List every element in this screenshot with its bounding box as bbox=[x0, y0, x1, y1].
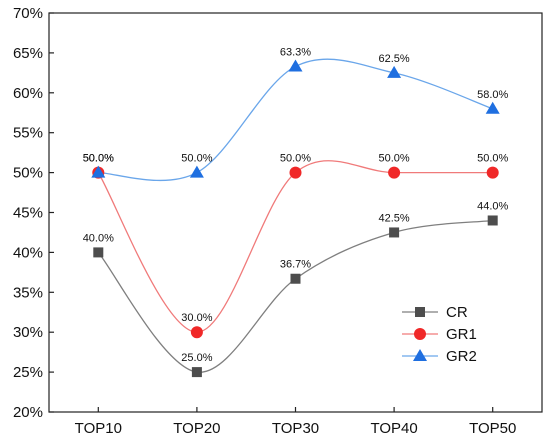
data-labels: 40.0% 25.0% 36.7% 42.5% 44.0% 50.0% 30.0% 50.0%… bbox=[83, 46, 509, 364]
data-label-cr: 44.0% bbox=[477, 200, 508, 212]
data-point-gr1 bbox=[190, 326, 203, 339]
data-label-gr1: 30.0% bbox=[181, 312, 212, 324]
data-point-gr2 bbox=[189, 165, 204, 178]
x-tick-label: TOP40 bbox=[370, 420, 417, 437]
x-tick-label: TOP50 bbox=[469, 420, 516, 437]
data-label-gr1: 50.0% bbox=[83, 153, 114, 165]
data-label-gr2: 58.0% bbox=[477, 89, 508, 101]
y-axis: 20% 25% 30% 35% 40% 45% 50% 55% 60% 65% 70% bbox=[13, 5, 54, 421]
data-label-gr1: 50.0% bbox=[280, 153, 311, 165]
y-tick-label: 20% bbox=[13, 404, 43, 421]
data-point-gr2 bbox=[91, 165, 106, 178]
y-tick-label: 25% bbox=[13, 364, 43, 381]
data-point-cr bbox=[93, 247, 104, 258]
y-tick-label: 70% bbox=[13, 5, 43, 22]
data-label-gr2: 62.5% bbox=[378, 53, 409, 65]
x-tick-label: TOP20 bbox=[173, 420, 220, 437]
legend-marker-gr1 bbox=[414, 328, 426, 340]
legend-label-gr1: GR1 bbox=[446, 326, 477, 343]
data-label-cr: 40.0% bbox=[83, 232, 114, 244]
data-point-gr1 bbox=[486, 166, 499, 179]
x-axis: TOP10 TOP20 TOP30 TOP40 TOP50 bbox=[75, 407, 516, 437]
y-tick-label: 65% bbox=[13, 45, 43, 62]
series-line-cr bbox=[97, 219, 493, 373]
data-label-gr1: 50.0% bbox=[378, 153, 409, 165]
x-tick-label: TOP10 bbox=[75, 420, 122, 437]
legend-label-gr2: GR2 bbox=[446, 348, 477, 365]
y-tick-label: 55% bbox=[13, 125, 43, 142]
data-label-gr2: 50.0% bbox=[181, 153, 212, 165]
data-point-gr1 bbox=[289, 166, 302, 179]
data-point-gr1 bbox=[388, 166, 401, 179]
data-point-cr bbox=[290, 273, 301, 284]
data-label-gr2: 50.0% bbox=[83, 153, 114, 165]
y-tick-label: 30% bbox=[13, 324, 43, 341]
data-point-gr2 bbox=[485, 101, 500, 114]
x-tick-label: TOP30 bbox=[272, 420, 319, 437]
legend-marker-cr bbox=[415, 307, 425, 317]
series-markers bbox=[91, 59, 500, 378]
data-label-cr: 25.0% bbox=[181, 352, 212, 364]
data-label-cr: 42.5% bbox=[378, 212, 409, 224]
data-point-cr bbox=[389, 227, 400, 238]
legend-label-cr: CR bbox=[446, 304, 468, 321]
data-point-gr2 bbox=[387, 65, 402, 78]
data-point-cr bbox=[487, 215, 498, 226]
data-point-gr2 bbox=[288, 59, 303, 72]
data-point-cr bbox=[191, 367, 202, 378]
data-label-cr: 36.7% bbox=[280, 259, 311, 271]
y-tick-label: 35% bbox=[13, 284, 43, 301]
legend: CR GR1 GR2 bbox=[402, 304, 477, 365]
data-label-gr1: 50.0% bbox=[477, 153, 508, 165]
y-tick-label: 45% bbox=[13, 205, 43, 222]
y-tick-label: 60% bbox=[13, 85, 43, 102]
data-label-gr2: 63.3% bbox=[280, 46, 311, 58]
series-line-gr1 bbox=[97, 160, 493, 333]
series-lines bbox=[97, 58, 493, 373]
y-tick-label: 40% bbox=[13, 244, 43, 261]
y-tick-label: 50% bbox=[13, 165, 43, 182]
legend-marker-gr2 bbox=[413, 349, 427, 361]
